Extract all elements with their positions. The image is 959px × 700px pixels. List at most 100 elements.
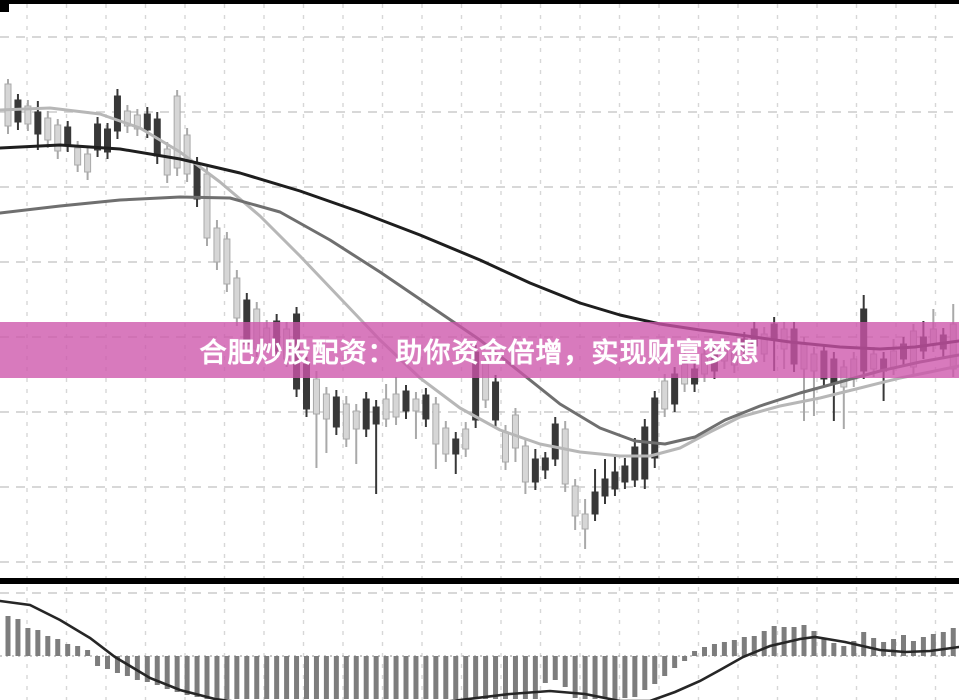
candle-body	[929, 328, 937, 345]
candle-up	[4, 79, 12, 134]
candle-body	[701, 353, 708, 375]
candle-up	[253, 302, 261, 357]
volume-bar	[85, 650, 91, 656]
candle-down	[303, 357, 310, 417]
candle-up	[283, 322, 291, 367]
volume-bar	[572, 656, 578, 698]
candle-body	[213, 227, 221, 263]
candle-up	[223, 232, 231, 292]
candle-body	[74, 147, 82, 166]
candle-down	[422, 388, 430, 427]
volume-bar	[403, 656, 409, 699]
volume-bar	[841, 646, 847, 656]
candle-body	[502, 431, 509, 463]
candle-body	[123, 110, 131, 127]
volume-bar	[55, 639, 61, 656]
candle-down	[880, 352, 888, 401]
candle-body	[322, 393, 330, 420]
volume-bar	[463, 656, 469, 699]
volume-bar	[433, 656, 439, 699]
volume-bar	[393, 656, 399, 699]
candle-up	[681, 349, 689, 392]
candle-up	[24, 100, 32, 131]
candle-body	[919, 336, 927, 352]
volume-bar	[105, 656, 110, 669]
ma-fast-light-gray	[0, 106, 959, 458]
candle-body	[273, 320, 281, 352]
candle-up	[123, 105, 131, 133]
volume-bar	[65, 644, 71, 656]
candle-up	[482, 355, 490, 408]
volume-bar	[304, 656, 309, 699]
volume-bar	[323, 656, 329, 699]
candle-body	[442, 427, 450, 455]
candle-body	[173, 95, 181, 169]
candle-body	[531, 458, 539, 483]
volume-bar	[443, 656, 449, 699]
candle-down	[919, 321, 927, 359]
candle-body	[810, 353, 818, 372]
candle-body	[681, 363, 689, 385]
volume-bar	[811, 631, 817, 656]
volume-bar	[194, 656, 200, 697]
signal-line	[0, 599, 959, 700]
candle-body	[54, 124, 62, 152]
candle-up	[163, 142, 171, 183]
candle-down	[64, 121, 72, 152]
volume-bar	[612, 656, 618, 699]
candle-body	[800, 343, 808, 370]
candle-body	[581, 513, 589, 530]
candle-body	[740, 338, 748, 352]
candle-body	[283, 328, 291, 360]
candle-body	[770, 323, 778, 340]
volume-bar	[731, 640, 737, 656]
candle-body	[840, 366, 848, 388]
candle-down	[293, 307, 301, 397]
candle-body	[94, 123, 102, 151]
candle-body	[780, 328, 788, 350]
volume-bar	[154, 656, 160, 685]
volume-bar	[552, 656, 558, 680]
candle-body	[133, 114, 141, 130]
volume-bar	[692, 651, 698, 656]
candle-down	[641, 419, 649, 489]
candle-up	[810, 347, 818, 416]
candle-body	[671, 373, 679, 405]
volume-bar	[632, 656, 638, 697]
candle-body	[551, 423, 559, 460]
candle-down	[611, 454, 619, 496]
candle-body	[720, 346, 728, 362]
candle-body	[193, 163, 201, 200]
candle-body	[233, 277, 241, 319]
candle-up	[720, 340, 728, 369]
candle-body	[561, 428, 569, 485]
candle-body	[462, 428, 470, 450]
volume-bar	[383, 656, 389, 699]
candle-up	[462, 422, 470, 457]
candle-body	[830, 358, 838, 385]
candle-body	[392, 393, 400, 418]
candle-body	[651, 397, 659, 459]
volume-bar	[124, 656, 130, 676]
candle-up	[800, 337, 808, 421]
candle-down	[531, 449, 539, 490]
volume-bar	[353, 656, 359, 699]
candle-body	[163, 148, 171, 176]
volume-bar	[144, 656, 150, 682]
volume-bar	[950, 628, 956, 656]
volume-bar	[25, 628, 31, 656]
volume-bar	[682, 656, 688, 661]
candle-up	[133, 109, 141, 136]
volume-bar	[363, 656, 369, 699]
volume-bar	[294, 656, 300, 699]
macd-histogram	[5, 616, 956, 699]
candle-down	[113, 89, 121, 139]
candle-body	[621, 465, 629, 483]
volume-bar	[224, 656, 230, 699]
candle-down	[591, 469, 599, 521]
candle-body	[422, 394, 430, 420]
candle-body	[890, 350, 898, 368]
candle-body	[143, 113, 151, 131]
volume-bar	[871, 638, 877, 656]
volume-bar	[164, 656, 170, 689]
